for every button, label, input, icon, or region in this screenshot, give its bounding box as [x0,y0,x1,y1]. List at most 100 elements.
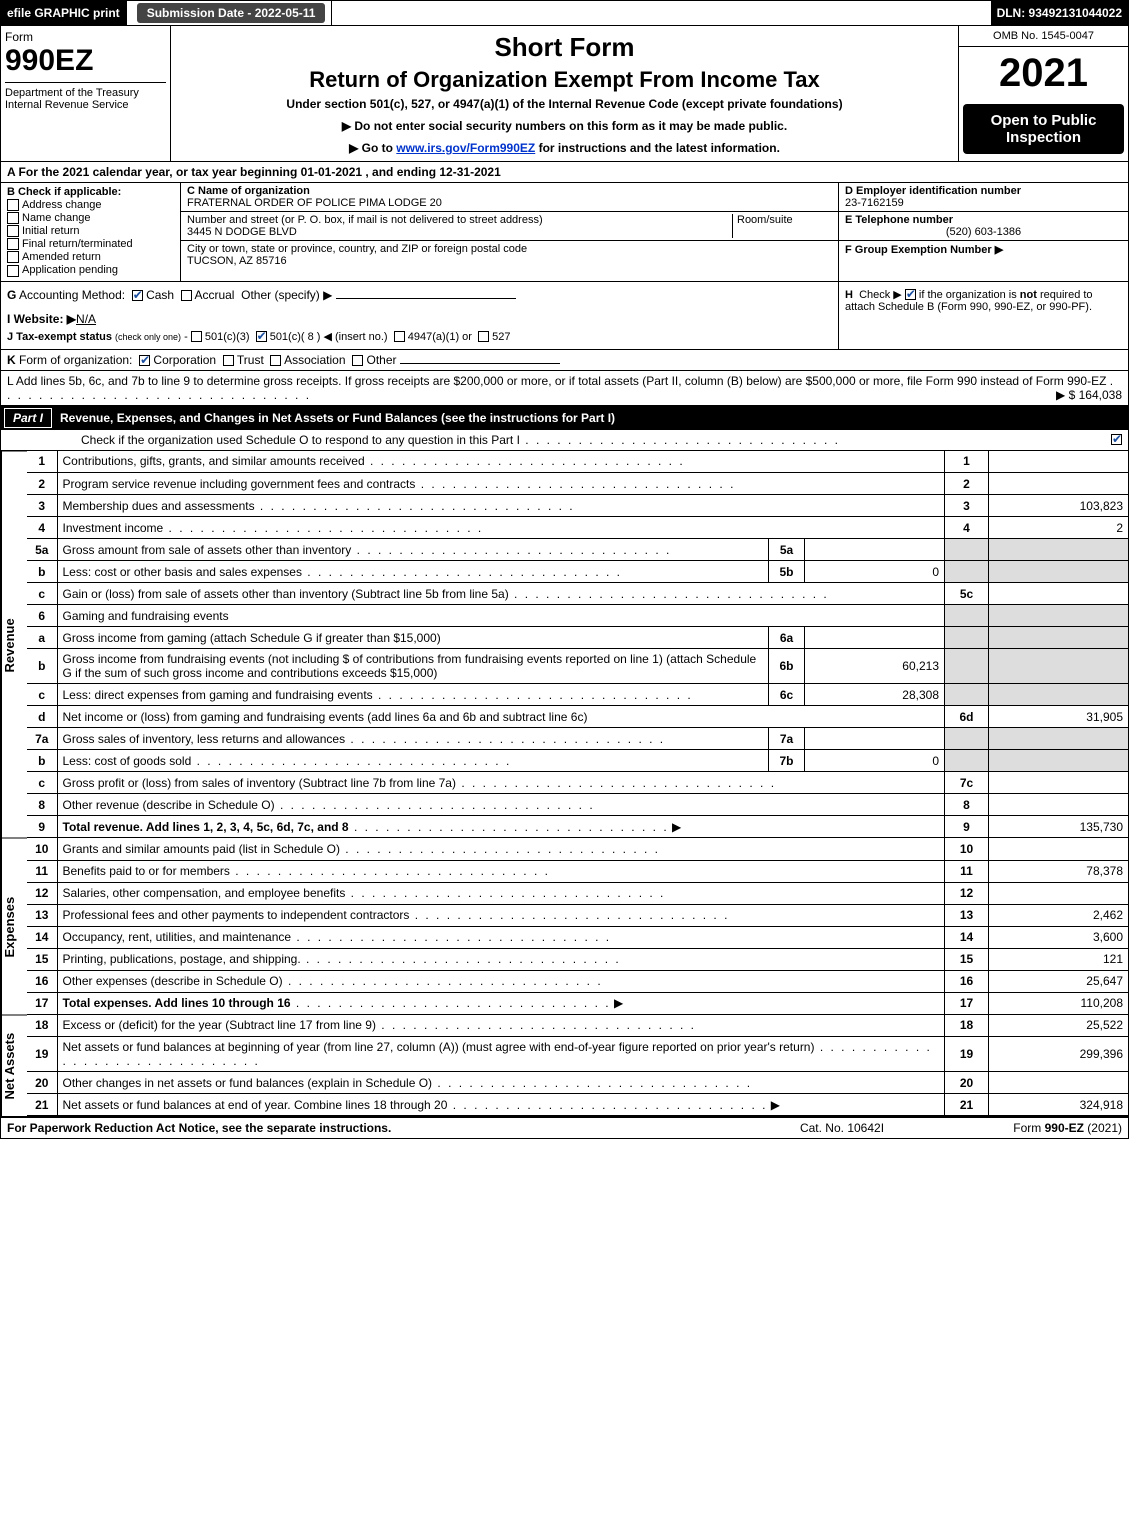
chk-name-change[interactable]: Name change [7,212,174,224]
chk-schedule-o[interactable] [1111,434,1122,445]
chk-other-org[interactable] [352,355,363,366]
part-i-sub: Check if the organization used Schedule … [81,433,1111,447]
chk-sched-b-not-required[interactable] [905,289,916,300]
chk-final-return-label: Final return/terminated [22,238,133,250]
line-2: 2Program service revenue including gover… [27,473,1129,495]
chk-name-change-label: Name change [22,212,91,224]
part-i-schedule-o-check: Check if the organization used Schedule … [0,430,1129,451]
chk-trust[interactable] [223,355,234,366]
chk-final-return[interactable]: Final return/terminated [7,238,174,250]
line-1: 1Contributions, gifts, grants, and simil… [27,451,1129,473]
col-g-i-j: G Accounting Method: Cash Accrual Other … [1,282,838,349]
header-left: Form 990EZ Department of the Treasury In… [1,26,171,161]
chk-amended-return[interactable]: Amended return [7,251,174,263]
page-footer: For Paperwork Reduction Act Notice, see … [0,1116,1129,1139]
chk-4947[interactable] [394,331,405,342]
org-name: FRATERNAL ORDER OF POLICE PIMA LODGE 20 [187,197,832,209]
net-assets-label: Net Assets [1,1015,27,1117]
expenses-label: Expenses [1,838,27,1015]
org-street: 3445 N DODGE BLVD [187,226,297,238]
line-14: 14Occupancy, rent, utilities, and mainte… [27,926,1129,948]
efile-print[interactable]: efile GRAPHIC print [1,1,127,25]
footer-left: For Paperwork Reduction Act Notice, see … [7,1121,742,1135]
chk-initial-return[interactable]: Initial return [7,225,174,237]
goto-suffix: for instructions and the latest informat… [535,141,780,155]
row-a-tax-year: A For the 2021 calendar year, or tax yea… [0,162,1129,183]
b-label: B Check if applicable: [7,186,174,198]
bullet-ssn: ▶ Do not enter social security numbers o… [177,119,952,133]
goto-prefix: ▶ Go to [349,141,396,155]
header-center: Short Form Return of Organization Exempt… [171,26,958,161]
line-13: 13Professional fees and other payments t… [27,904,1129,926]
entity-block: B Check if applicable: Address change Na… [0,183,1129,282]
chk-501c3[interactable] [191,331,202,342]
submission-date: Submission Date - 2022-05-11 [127,1,333,25]
revenue-label: Revenue [1,451,27,839]
line-16: 16Other expenses (describe in Schedule O… [27,970,1129,992]
row-g-h-i: G Accounting Method: Cash Accrual Other … [0,282,1129,350]
part-i-header: Part I Revenue, Expenses, and Changes in… [0,406,1129,430]
chk-501c[interactable] [256,331,267,342]
line-5c: cGain or (loss) from sale of assets othe… [27,583,1129,605]
j-tax-exempt: J Tax-exempt status (check only one) - 5… [7,330,832,343]
chk-accrual[interactable] [181,290,192,301]
l-gross-receipts: L Add lines 5b, 6c, and 7b to line 9 to … [0,371,1129,406]
line-19: 19Net assets or fund balances at beginni… [27,1037,1129,1072]
subtitle: Under section 501(c), 527, or 4947(a)(1)… [177,97,952,111]
line-21: 21Net assets or fund balances at end of … [27,1094,1129,1116]
h-schedule-b: H Check ▶ if the organization is not req… [838,282,1128,349]
line-5a: 5aGross amount from sale of assets other… [27,539,1129,561]
open-inspection: Open to Public Inspection [963,104,1124,154]
phone-value: (520) 603-1386 [845,226,1122,238]
form-header: Form 990EZ Department of the Treasury In… [0,26,1129,162]
room-suite-label: Room/suite [732,214,832,238]
line-9: 9Total revenue. Add lines 1, 2, 3, 4, 5c… [27,816,1129,838]
part-i-title: Revenue, Expenses, and Changes in Net As… [60,411,615,425]
header-right: OMB No. 1545-0047 2021 Open to Public In… [958,26,1128,161]
c-street-label: Number and street (or P. O. box, if mail… [187,214,543,226]
chk-527[interactable] [478,331,489,342]
line-4: 4Investment income42 [27,517,1129,539]
footer-form-ref: Form 990-EZ (2021) [942,1121,1122,1135]
line-6a: aGross income from gaming (attach Schedu… [27,627,1129,649]
irs-label: Internal Revenue Service [5,99,166,111]
chk-application-pending[interactable]: Application pending [7,264,174,276]
column-c-name-address: C Name of organization FRATERNAL ORDER O… [181,183,838,281]
line-10: 10Grants and similar amounts paid (list … [27,838,1129,860]
line-3: 3Membership dues and assessments3103,823 [27,495,1129,517]
part-i-tag: Part I [4,408,52,428]
line-5b: bLess: cost or other basis and sales exp… [27,561,1129,583]
revenue-table: 1Contributions, gifts, grants, and simil… [27,451,1129,839]
k-form-of-org: K Form of organization: Corporation Trus… [0,350,1129,371]
chk-cash[interactable] [132,290,143,301]
chk-address-change[interactable]: Address change [7,199,174,211]
line-7c: cGross profit or (loss) from sales of in… [27,772,1129,794]
line-6d: dNet income or (loss) from gaming and fu… [27,706,1129,728]
org-city: TUCSON, AZ 85716 [187,255,287,267]
chk-association[interactable] [270,355,281,366]
main-title: Return of Organization Exempt From Incom… [177,67,952,93]
chk-corporation[interactable] [139,355,150,366]
line-15: 15Printing, publications, postage, and s… [27,948,1129,970]
dln: DLN: 93492131044022 [991,1,1128,25]
bullet-goto: ▶ Go to www.irs.gov/Form990EZ for instru… [177,141,952,155]
c-city-label: City or town, state or province, country… [187,243,527,255]
top-bar: efile GRAPHIC print Submission Date - 20… [0,0,1129,26]
d-ein-label: D Employer identification number [845,185,1122,197]
omb-number: OMB No. 1545-0047 [959,26,1128,47]
short-form-title: Short Form [177,32,952,63]
l-text: L Add lines 5b, 6c, and 7b to line 9 to … [7,374,1106,388]
line-8: 8Other revenue (describe in Schedule O)8 [27,794,1129,816]
l-amount: ▶ $ 164,038 [1056,388,1122,402]
g-accounting-method: G Accounting Method: Cash Accrual Other … [7,288,832,302]
submission-date-pill: Submission Date - 2022-05-11 [137,3,326,23]
irs-link[interactable]: www.irs.gov/Form990EZ [396,141,535,155]
form-number: 990EZ [5,44,166,78]
line-17: 17Total expenses. Add lines 10 through 1… [27,992,1129,1014]
line-6b: bGross income from fundraising events (n… [27,649,1129,684]
net-assets-section: Net Assets 18Excess or (deficit) for the… [0,1015,1129,1117]
e-phone-label: E Telephone number [845,214,1122,226]
net-assets-table: 18Excess or (deficit) for the year (Subt… [27,1015,1129,1117]
line-7b: bLess: cost of goods sold7b0 [27,750,1129,772]
expenses-table: 10Grants and similar amounts paid (list … [27,838,1129,1015]
